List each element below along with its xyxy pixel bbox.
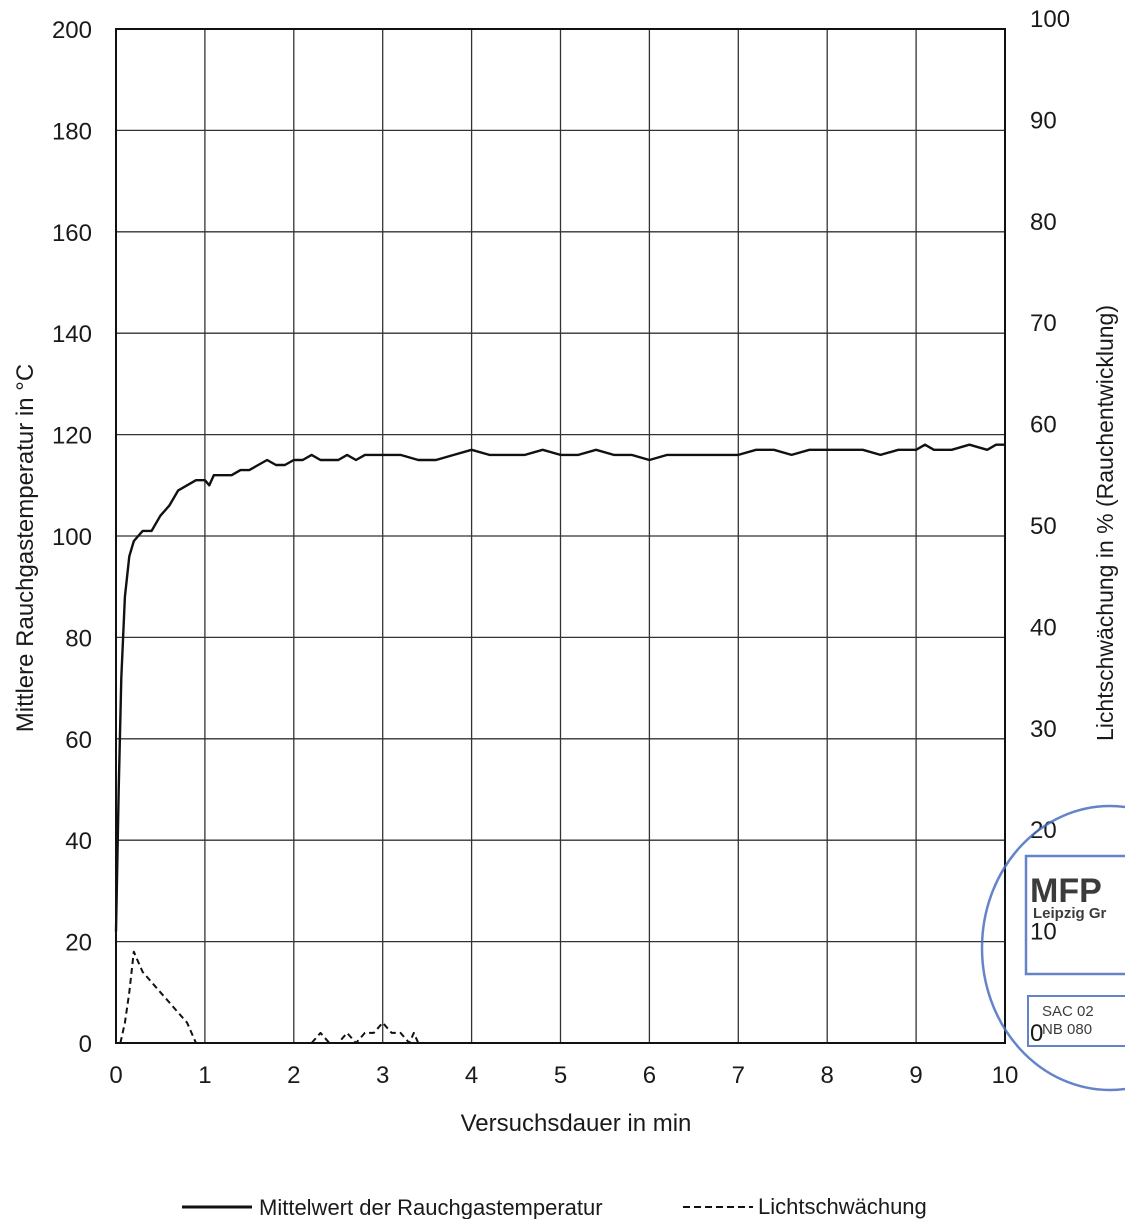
legend-label-light: Lichtschwächung	[758, 1194, 927, 1219]
y2-tick-label: 10	[1030, 919, 1057, 946]
x-tick-label: 0	[109, 1062, 122, 1089]
x-axis-label: Versuchsdauer in min	[461, 1110, 692, 1137]
x-tick-label: 5	[554, 1062, 567, 1089]
y-tick-label: 180	[52, 118, 92, 145]
x-tick-label: 4	[465, 1062, 478, 1089]
y-tick-label: 200	[52, 17, 92, 44]
x-tick-label: 10	[992, 1062, 1019, 1089]
x-tick-label: 9	[909, 1062, 922, 1089]
grid	[115, 28, 1006, 1044]
y-tick-label: 120	[52, 423, 92, 450]
plot-frame	[115, 28, 1006, 1044]
x-tick-label: 3	[376, 1062, 389, 1089]
stamp-logo-box	[1024, 854, 1125, 976]
y2-tick-label: 40	[1030, 614, 1057, 641]
x-tick-label: 1	[198, 1062, 211, 1089]
stamp-circle	[980, 804, 1125, 1092]
y2-tick-label: 100	[1030, 6, 1070, 33]
y2-axis-label: Lichtschwächung in % (Rauchentwicklung)	[1092, 305, 1118, 741]
y2-tick-label: 70	[1030, 310, 1057, 337]
y-tick-label: 140	[52, 321, 92, 348]
legend-label-temperature: Mittelwert der Rauchgastemperatur	[259, 1195, 603, 1219]
y2-tick-label: 60	[1030, 412, 1057, 439]
series-line-temperature	[114, 443, 1005, 932]
x-tick-label: 6	[643, 1062, 656, 1089]
stamp-line-1: Leipzig Gr	[1033, 905, 1107, 922]
y-tick-labels: 0 20 40 60 80 100 120 140 160 180 200	[52, 17, 92, 1058]
series-line-light-obscuration	[119, 950, 420, 1044]
y-tick-label: 160	[52, 220, 92, 247]
stamp-date-box	[1027, 995, 1125, 1047]
y2-tick-label: 0	[1030, 1020, 1043, 1047]
y-tick-label: 80	[65, 625, 92, 652]
x-tick-labels: 0 1 2 3 4 5 6 7 8 9 10	[109, 1062, 1018, 1089]
y-axis-label: Mittlere Rauchgastemperatur in °C	[12, 364, 39, 732]
x-tick-label: 7	[732, 1062, 745, 1089]
y-tick-label: 100	[52, 524, 92, 551]
y-tick-label: 20	[65, 930, 92, 957]
y2-tick-label: 80	[1030, 209, 1057, 236]
x-tick-label: 2	[287, 1062, 300, 1089]
y2-tick-label: 30	[1030, 716, 1057, 743]
x-tick-label: 8	[821, 1062, 834, 1089]
stamp-line-2: SAC 02	[1042, 1003, 1094, 1020]
series-lines	[114, 443, 1005, 1044]
stamp-line-3: NB 080	[1042, 1021, 1092, 1038]
y-tick-label: 60	[65, 727, 92, 754]
stamp-logo-mark: MFP	[1030, 872, 1102, 910]
y-tick-label: 0	[79, 1031, 92, 1058]
legend: Mittelwert der Rauchgastemperatur Lichts…	[182, 1194, 927, 1219]
y2-tick-label: 50	[1030, 513, 1057, 540]
y-tick-label: 40	[65, 828, 92, 855]
stamp: MFP Leipzig Gr SAC 02 NB 080	[980, 804, 1125, 1092]
y2-tick-label: 90	[1030, 107, 1057, 134]
